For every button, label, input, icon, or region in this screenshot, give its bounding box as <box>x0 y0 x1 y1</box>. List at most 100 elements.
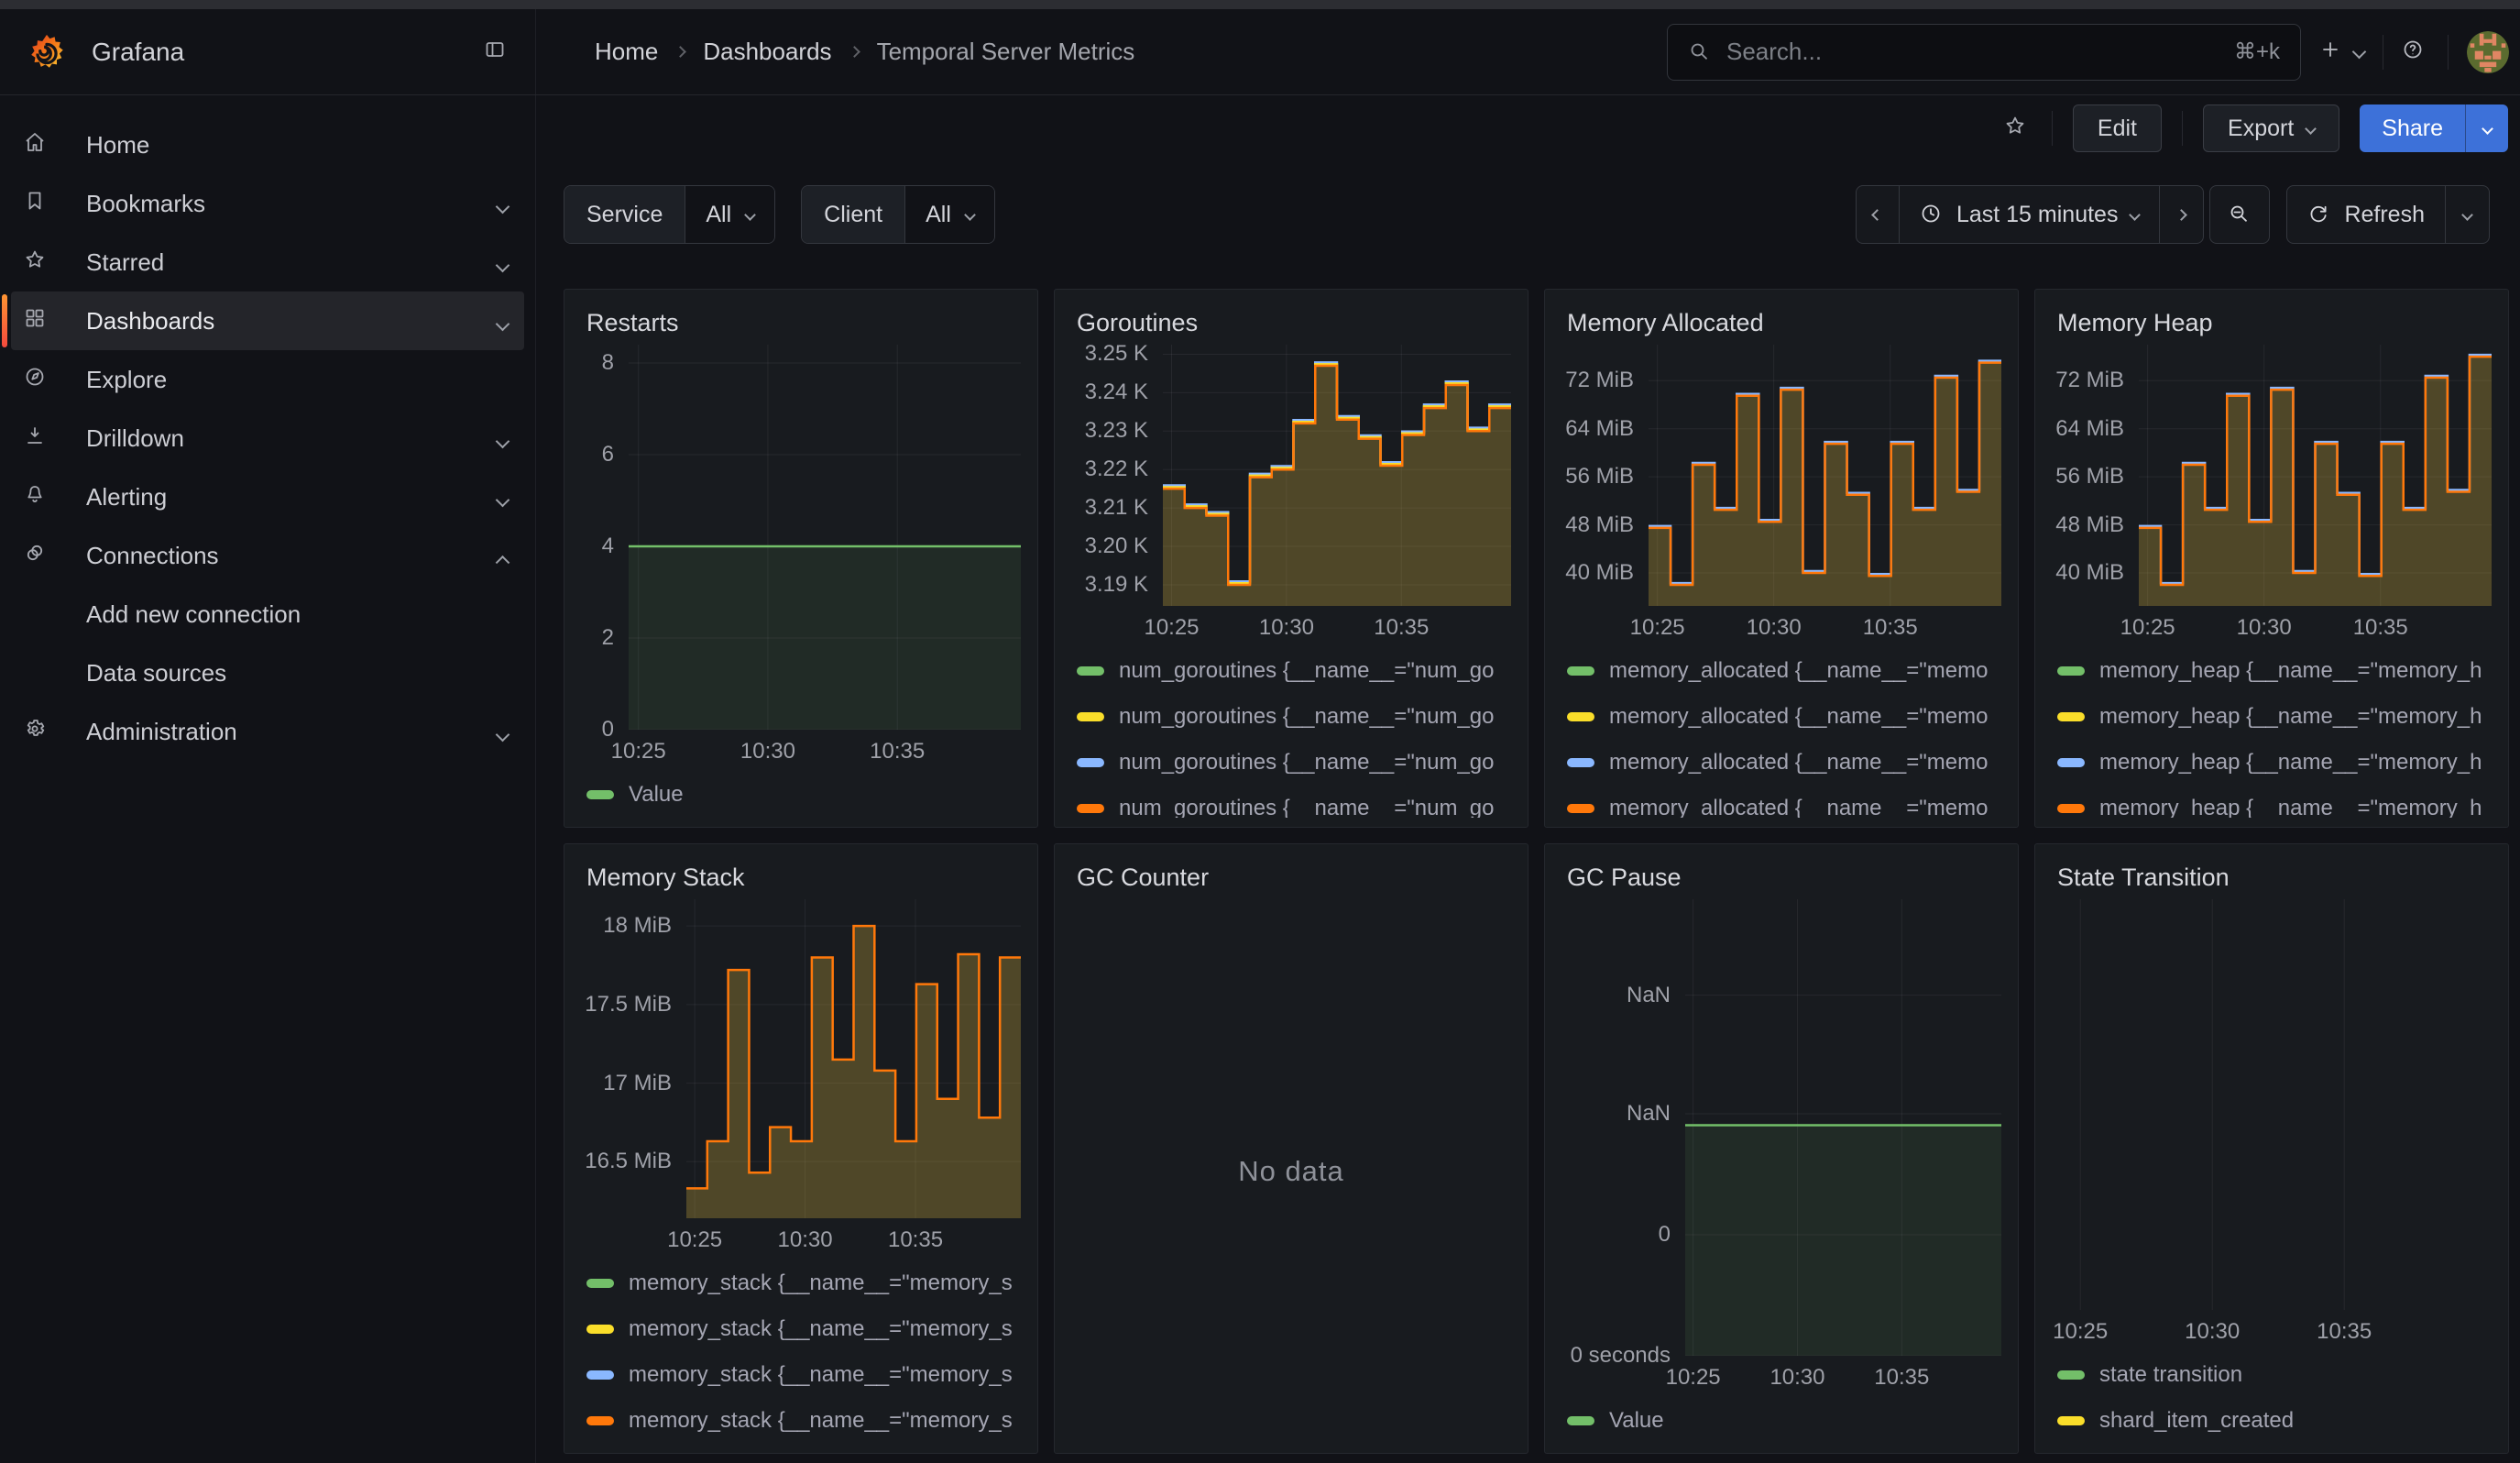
panel-title[interactable]: Memory Heap <box>2057 301 2492 345</box>
panel-title[interactable]: Goroutines <box>1077 301 1511 345</box>
user-avatar[interactable] <box>2467 31 2509 73</box>
legend-item[interactable]: memory_heap {__name__="memory_h <box>2057 786 2492 818</box>
sidebar-item-add-new-connection[interactable]: Add new connection <box>11 585 524 644</box>
chevron-down-icon[interactable] <box>498 190 508 218</box>
grafana-logo-icon[interactable] <box>26 31 68 73</box>
legend-item[interactable]: num_goroutines {__name__="num_go <box>1077 740 1511 786</box>
panel-title[interactable]: Restarts <box>586 301 1021 345</box>
panel-plot[interactable]: 72 MiB64 MiB56 MiB48 MiB40 MiB <box>2052 345 2492 606</box>
legend-label: memory_stack {__name__="memory_s <box>629 1270 1013 1296</box>
search-box[interactable]: ⌘+k <box>1667 24 2301 81</box>
legend-item[interactable]: memory_heap {__name__="memory_h <box>2057 694 2492 740</box>
zoom-out-button[interactable] <box>2209 185 2270 244</box>
legend-item[interactable]: num_goroutines {__name__="num_go <box>1077 648 1511 694</box>
legend-item[interactable]: Value <box>1567 1398 2001 1444</box>
legend-item[interactable]: Value <box>586 772 1021 818</box>
edit-button[interactable]: Edit <box>2073 104 2162 152</box>
refresh-interval-button[interactable] <box>2446 185 2490 244</box>
panel-plot[interactable]: 3.25 K3.24 K3.23 K3.22 K3.21 K3.20 K3.19… <box>1071 345 1511 606</box>
legend-item[interactable]: memory_stack {__name__="memory_s <box>586 1260 1021 1306</box>
panel-memory-stack: Memory Stack 18 MiB17.5 MiB17 MiB16.5 Mi… <box>564 843 1038 1454</box>
breadcrumb-home[interactable]: Home <box>595 38 658 66</box>
sidebar-item-bookmarks[interactable]: Bookmarks <box>11 174 524 233</box>
export-button[interactable]: Export <box>2203 104 2339 152</box>
legend-label: memory_heap {__name__="memory_h <box>2099 796 2482 818</box>
panel-title[interactable]: GC Counter <box>1077 855 1511 899</box>
refresh-button[interactable]: Refresh <box>2286 185 2446 244</box>
legend-swatch <box>586 1325 614 1334</box>
y-tick: 64 MiB <box>1565 416 1634 442</box>
panel-title[interactable]: Memory Allocated <box>1567 301 2001 345</box>
legend-item[interactable]: memory_stack {__name__="memory_s <box>586 1306 1021 1352</box>
x-axis-labels: 10:2510:3010:35 <box>2139 606 2492 644</box>
chevron-down-icon[interactable] <box>498 483 508 512</box>
service-value-dropdown[interactable]: All <box>685 186 774 243</box>
favorite-star-button[interactable] <box>2004 115 2032 142</box>
panel-goroutines: Goroutines 3.25 K3.24 K3.23 K3.22 K3.21 … <box>1054 289 1528 828</box>
sidebar-item-starred[interactable]: Starred <box>11 233 524 292</box>
legend-swatch <box>586 1370 614 1380</box>
chevron-down-icon[interactable] <box>498 424 508 453</box>
x-tick: 10:35 <box>2353 615 2408 641</box>
time-forward-button[interactable] <box>2160 185 2204 244</box>
legend-item[interactable]: state transition <box>2057 1352 2492 1398</box>
panel-plot[interactable]: NaNNaN00 seconds <box>1561 899 2001 1356</box>
chevron-down-icon[interactable] <box>498 718 508 746</box>
chevron-down-icon[interactable] <box>498 307 508 336</box>
chevron-up-icon[interactable] <box>498 542 508 570</box>
brand-name: Grafana <box>92 38 184 67</box>
x-tick: 10:25 <box>1630 615 1685 641</box>
sidebar-item-administration[interactable]: Administration <box>11 702 524 761</box>
panel-plot[interactable] <box>2052 899 2492 1310</box>
legend-item[interactable]: memory_stack {__name__="memory_s <box>586 1398 1021 1444</box>
y-tick: 3.24 K <box>1085 380 1148 405</box>
legend-item[interactable]: memory_heap {__name__="memory_h <box>2057 648 2492 694</box>
y-tick: 3.23 K <box>1085 418 1148 444</box>
help-button[interactable] <box>2402 38 2429 66</box>
legend-label: shard_item_created <box>2099 1408 2294 1434</box>
time-back-button[interactable] <box>1856 185 1900 244</box>
x-tick: 10:35 <box>1863 615 1918 641</box>
sidebar-toggle-icon[interactable] <box>484 38 511 66</box>
panel-restarts: Restarts 86420 10:2510:3010:35 Value <box>564 289 1038 828</box>
y-tick: 0 seconds <box>1571 1343 1671 1369</box>
legend-item[interactable]: memory_allocated {__name__="memo <box>1567 740 2001 786</box>
time-range-picker[interactable]: Last 15 minutes <box>1900 185 2161 244</box>
legend-item[interactable]: shard_item_created <box>2057 1398 2492 1444</box>
add-new-button[interactable] <box>2319 38 2364 66</box>
legend-label: Value <box>629 782 684 808</box>
panel-title[interactable]: State Transition <box>2057 855 2492 899</box>
sidebar-item-explore[interactable]: Explore <box>11 350 524 409</box>
panel-plot[interactable]: 86420 <box>581 345 1021 730</box>
client-value-dropdown[interactable]: All <box>904 186 994 243</box>
panel-memory-heap: Memory Heap 72 MiB64 MiB56 MiB48 MiB40 M… <box>2034 289 2509 828</box>
panel-title[interactable]: GC Pause <box>1567 855 2001 899</box>
panel-plot[interactable]: 72 MiB64 MiB56 MiB48 MiB40 MiB <box>1561 345 2001 606</box>
breadcrumb-dashboards[interactable]: Dashboards <box>703 38 831 66</box>
x-axis-labels: 10:2510:3010:35 <box>629 730 1021 768</box>
sidebar-item-alerting[interactable]: Alerting <box>11 468 524 526</box>
app-header: Grafana Home Dashboards Temporal Server … <box>0 9 2520 95</box>
legend-item[interactable]: memory_allocated {__name__="memo <box>1567 648 2001 694</box>
chevron-down-icon[interactable] <box>498 248 508 277</box>
legend-item[interactable]: memory_allocated {__name__="memo <box>1567 786 2001 818</box>
timeseries-chart <box>2139 345 2492 606</box>
sidebar-item-home[interactable]: Home <box>11 116 524 174</box>
sidebar-item-connections[interactable]: Connections <box>11 526 524 585</box>
legend-item[interactable]: memory_allocated {__name__="memo <box>1567 694 2001 740</box>
share-button[interactable]: Share <box>2360 104 2508 152</box>
legend-item[interactable]: num_goroutines {__name__="num_go <box>1077 694 1511 740</box>
search-input[interactable] <box>1726 38 2219 66</box>
sidebar-item-data-sources[interactable]: Data sources <box>11 644 524 702</box>
sidebar-item-drilldown[interactable]: Drilldown <box>11 409 524 468</box>
share-label[interactable]: Share <box>2360 104 2465 152</box>
legend-item[interactable]: num_goroutines {__name__="num_go <box>1077 786 1511 818</box>
legend-item[interactable]: memory_heap {__name__="memory_h <box>2057 740 2492 786</box>
x-tick: 10:30 <box>1769 1365 1824 1391</box>
legend-label: num_goroutines {__name__="num_go <box>1119 704 1495 730</box>
sidebar-item-dashboards[interactable]: Dashboards <box>11 292 524 350</box>
legend-item[interactable]: memory_stack {__name__="memory_s <box>586 1352 1021 1398</box>
panel-plot[interactable]: 18 MiB17.5 MiB17 MiB16.5 MiB <box>581 899 1021 1218</box>
panel-title[interactable]: Memory Stack <box>586 855 1021 899</box>
share-menu-button[interactable] <box>2466 104 2508 152</box>
